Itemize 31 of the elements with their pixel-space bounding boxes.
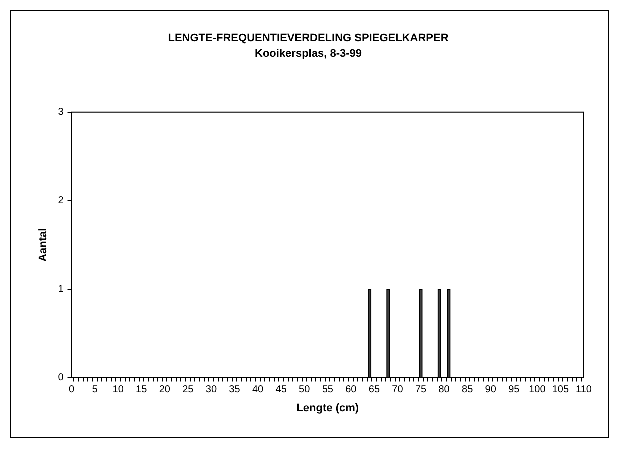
x-tick-label: 105 <box>552 384 570 396</box>
chart-title: LENGTE-FREQUENTIEVERDELING SPIEGELKARPER <box>168 32 449 45</box>
x-tick-label: 5 <box>92 384 98 396</box>
y-tick-label: 3 <box>58 107 64 118</box>
x-tick-label: 60 <box>346 384 358 396</box>
y-tick-label: 0 <box>58 372 64 384</box>
x-tick-label: 90 <box>485 384 497 396</box>
x-tick-label: 10 <box>112 384 124 396</box>
x-axis-title: Lengte (cm) <box>296 402 360 414</box>
x-tick-label: 25 <box>182 384 194 396</box>
x-tick-label: 110 <box>576 384 592 396</box>
x-tick-label: 85 <box>462 384 474 396</box>
x-tick-label: 95 <box>508 384 520 396</box>
x-tick-label: 45 <box>276 384 288 396</box>
x-tick-label: 30 <box>206 384 218 396</box>
x-tick-label: 35 <box>229 384 241 396</box>
x-tick-label: 40 <box>252 384 264 396</box>
y-axis-title: Aantal <box>38 228 50 262</box>
y-tick-label: 2 <box>58 196 64 207</box>
x-tick-label: 15 <box>136 384 148 396</box>
x-tick-label: 50 <box>299 384 311 396</box>
x-tick-label: 75 <box>415 384 428 396</box>
y-tick-label: 1 <box>58 284 64 296</box>
x-tick-label: 55 <box>322 384 334 396</box>
x-tick-label: 80 <box>438 384 450 396</box>
x-tick-label: 0 <box>68 384 75 396</box>
x-tick-label: 20 <box>159 384 171 396</box>
x-tick-label: 65 <box>368 384 380 396</box>
x-tick-label: 70 <box>392 384 404 396</box>
x-tick-label: 100 <box>529 384 546 396</box>
chart-subtitle: Kooikersplas, 8-3-99 <box>255 48 362 60</box>
